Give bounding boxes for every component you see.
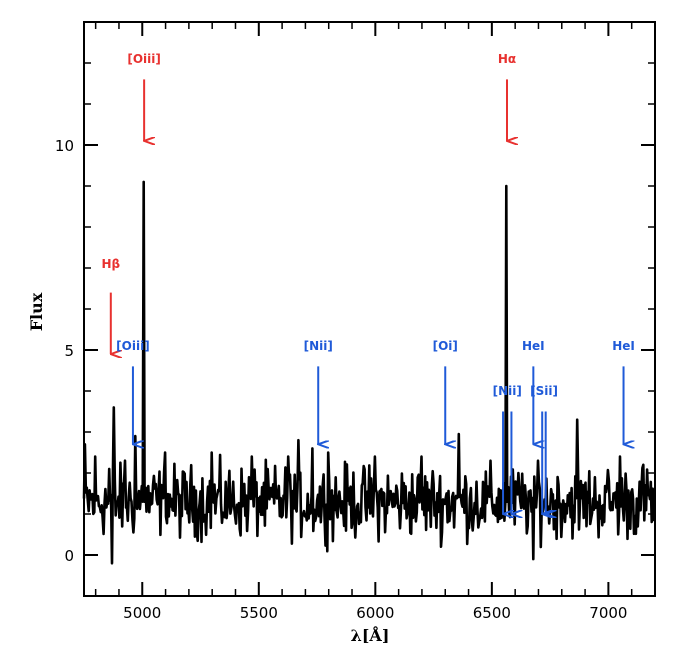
spectrum-line bbox=[82, 180, 656, 565]
x-tick-label: 6000 bbox=[356, 604, 394, 622]
x-tick-label: 5500 bbox=[240, 604, 278, 622]
minor-ticks bbox=[84, 21, 656, 597]
x-axis-title: λ[Å] bbox=[351, 624, 390, 645]
annotation-blue: [Oi] bbox=[433, 339, 458, 444]
tick-labels: 5000 5500 6000 6500 7000 0 5 10 bbox=[55, 137, 628, 622]
major-ticks bbox=[84, 22, 655, 596]
annotation-blue: [Sii] bbox=[530, 384, 558, 514]
line-annotations: Hβ [Oiii] Hα [Oiii] [Nii] [Oi] HeI HeI [Nii] [Sii… bbox=[101, 52, 635, 514]
annotation-label: [Nii] bbox=[493, 384, 522, 398]
x-tick-label: 6500 bbox=[473, 604, 511, 622]
annotation-label: [Oiii] bbox=[127, 52, 161, 66]
annotation-label: [Nii] bbox=[304, 339, 333, 353]
annotation-label: HeI bbox=[612, 339, 635, 353]
annotation-label: Hα bbox=[498, 52, 516, 66]
x-tick-label: 7000 bbox=[589, 604, 627, 622]
annotation-blue: [Nii] bbox=[493, 384, 522, 514]
annotation-red: [Oiii] bbox=[127, 52, 161, 141]
annotation-blue: [Oiii] bbox=[116, 339, 150, 444]
annotation-label: [Oiii] bbox=[116, 339, 150, 353]
annotation-label: [Sii] bbox=[530, 384, 558, 398]
annotation-label: HeI bbox=[522, 339, 545, 353]
y-tick-label: 10 bbox=[55, 137, 74, 155]
x-tick-label: 5000 bbox=[123, 604, 161, 622]
annotation-label: Hβ bbox=[101, 257, 120, 271]
annotation-blue: [Nii] bbox=[304, 339, 333, 444]
annotation-red: Hβ bbox=[101, 257, 120, 354]
y-tick-label: 5 bbox=[64, 342, 74, 360]
annotation-blue: HeI bbox=[522, 339, 545, 444]
y-axis-title: Flux bbox=[27, 292, 46, 331]
annotation-label: [Oi] bbox=[433, 339, 458, 353]
annotation-red: Hα bbox=[498, 52, 516, 141]
annotation-blue: HeI bbox=[612, 339, 635, 444]
y-tick-label: 0 bbox=[64, 547, 74, 565]
